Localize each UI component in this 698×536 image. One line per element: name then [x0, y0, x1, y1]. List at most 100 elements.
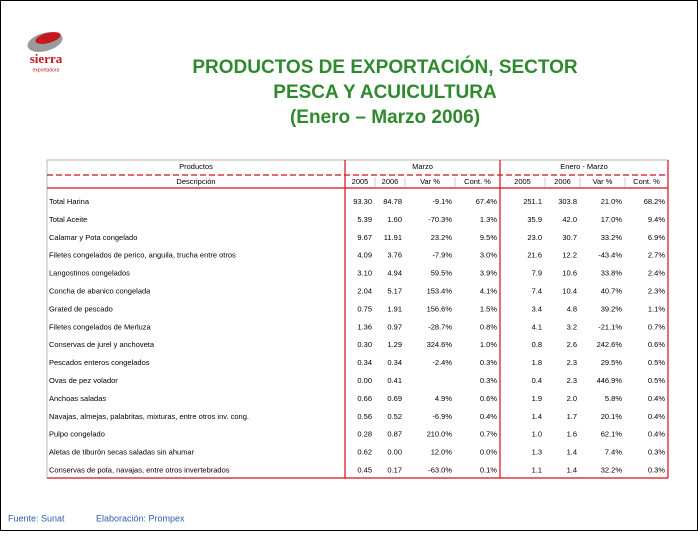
cell-value: 210.0% [427, 430, 453, 439]
title-line: PRODUCTOS DE EXPORTACIÓN, SECTOR [192, 56, 578, 78]
cell-value: 0.3% [648, 448, 665, 457]
product-name: Pescados enteros congelados [49, 358, 150, 367]
cell-value: 153.4% [427, 286, 453, 295]
cell-value: 1.1 [532, 465, 542, 474]
group-header: Enero - Marzo [560, 162, 608, 171]
cell-value: 0.8% [480, 322, 497, 331]
cell-value: 0.7% [648, 322, 665, 331]
cell-value: 23.2% [431, 233, 453, 242]
cell-value: 0.87 [387, 430, 402, 439]
cell-value: 6.9% [648, 233, 665, 242]
cell-value: 0.17 [387, 465, 402, 474]
cell-value: 1.9 [532, 394, 542, 403]
cell-value: 0.4% [480, 412, 497, 421]
column-header: Var % [420, 177, 440, 186]
cell-value: 0.41 [387, 376, 402, 385]
cell-value: 3.0% [480, 251, 497, 260]
cell-value: 67.4% [476, 197, 498, 206]
cell-value: 12.0% [431, 448, 453, 457]
cell-value: 3.4 [532, 304, 542, 313]
cell-value: 4.9% [435, 394, 452, 403]
cell-value: 2.7% [648, 251, 665, 260]
product-name: Aletas de tiburón secas saladas sin ahum… [49, 448, 195, 457]
cell-value: 1.36 [357, 322, 372, 331]
product-name: Conservas de jurel y anchoveta [49, 340, 155, 349]
cell-value: 446.9% [597, 376, 623, 385]
cell-value: 12.2 [562, 251, 577, 260]
cell-value: 3.10 [357, 269, 372, 278]
cell-value: 0.62 [357, 448, 372, 457]
cell-value: -28.7% [428, 322, 452, 331]
cell-value: 1.6 [567, 430, 577, 439]
cell-value: 0.0% [480, 448, 497, 457]
cell-value: 2.3 [567, 376, 577, 385]
logo-name: sierra [30, 51, 63, 66]
cell-value: 1.4 [532, 412, 542, 421]
cell-value: 68.2% [644, 197, 666, 206]
cell-value: 2.3 [567, 358, 577, 367]
cell-value: 42.0 [562, 215, 577, 224]
cell-value: -63.0% [428, 465, 452, 474]
cell-value: 1.3 [532, 448, 542, 457]
cell-value: 10.4 [562, 286, 577, 295]
cell-value: 2.0 [567, 394, 577, 403]
cell-value: 5.8% [605, 394, 622, 403]
cell-value: 1.60 [387, 215, 402, 224]
cell-value: 29.5% [601, 358, 623, 367]
product-name: Grated de pescado [49, 304, 113, 313]
cell-value: 0.56 [357, 412, 372, 421]
column-header: Descripción [176, 177, 215, 186]
product-name: Pulpo congelado [49, 430, 105, 439]
cell-value: 1.8 [532, 358, 542, 367]
product-name: Ovas de pez volador [49, 376, 118, 385]
cell-value: 39.2% [601, 304, 623, 313]
column-header: 2005 [514, 177, 531, 186]
cell-value: 0.4% [648, 394, 665, 403]
cell-value: 0.1% [480, 465, 497, 474]
cell-value: 1.29 [387, 340, 402, 349]
product-name: Conservas de pota, navajas, entre otros … [49, 465, 230, 474]
cell-value: 2.6 [567, 340, 577, 349]
cell-value: -6.9% [432, 412, 452, 421]
logo-shape [35, 32, 61, 44]
column-header: Cont. % [633, 177, 660, 186]
cell-value: 0.6% [480, 394, 497, 403]
cell-value: 3.2 [567, 322, 577, 331]
group-header: Marzo [412, 162, 433, 171]
cell-value: 1.7 [567, 412, 577, 421]
cell-value: 0.34 [357, 358, 372, 367]
column-header: 2006 [554, 177, 571, 186]
product-name: Anchoas saladas [49, 394, 106, 403]
cell-value: 0.5% [648, 358, 665, 367]
cell-value: 1.5% [480, 304, 497, 313]
cell-value: 21.6 [527, 251, 542, 260]
cell-value: 7.4% [605, 448, 622, 457]
cell-value: 251.1 [523, 197, 542, 206]
cell-value: 1.4 [567, 448, 577, 457]
title-line: (Enero – Marzo 2006) [290, 107, 480, 128]
cell-value: 17.0% [601, 215, 623, 224]
cell-value: 1.91 [387, 304, 402, 313]
cell-value: 59.5% [431, 269, 453, 278]
cell-value: 5.39 [357, 215, 372, 224]
cell-value: 33.2% [601, 233, 623, 242]
cell-value: 20.1% [601, 412, 623, 421]
cell-value: 11.91 [384, 233, 402, 242]
cell-value: 21.0% [601, 197, 623, 206]
cell-value: 10.6 [562, 269, 577, 278]
cell-value: 0.34 [387, 358, 402, 367]
cell-value: 84.78 [383, 197, 402, 206]
cell-value: 1.1% [648, 304, 665, 313]
cell-value: 7.4 [532, 286, 542, 295]
cell-value: -7.9% [432, 251, 452, 260]
cell-value: 2.3% [648, 286, 665, 295]
cell-value: 0.28 [357, 430, 372, 439]
cell-value: 40.7% [601, 286, 623, 295]
cell-value: 0.5% [648, 376, 665, 385]
cell-value: 2.4% [648, 269, 665, 278]
cell-value: 9.5% [480, 233, 497, 242]
product-name: Calamar y Pota congelado [49, 233, 137, 242]
cell-value: -21.1% [598, 322, 622, 331]
